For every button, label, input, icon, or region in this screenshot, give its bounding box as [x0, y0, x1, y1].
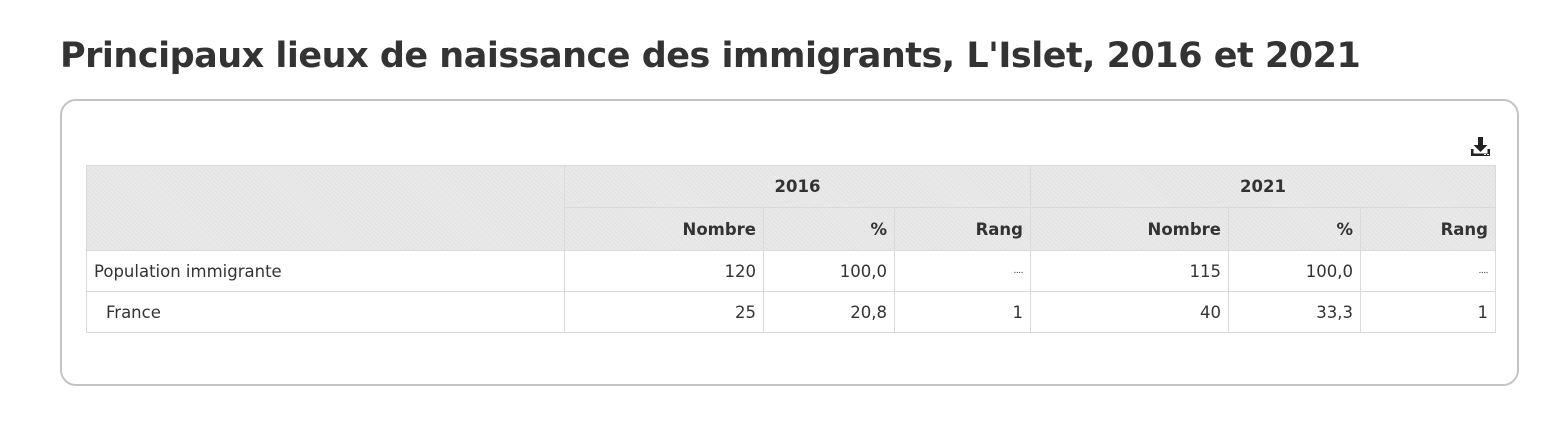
table-cell: ....: [1360, 250, 1496, 292]
column-header-rang-2016: Rang: [894, 207, 1031, 251]
page-title: Principaux lieux de naissance des immigr…: [60, 36, 1361, 76]
table-cell: 25: [564, 291, 764, 333]
table-cell: 1: [894, 291, 1031, 333]
year-header-2021: 2021: [1030, 165, 1496, 208]
column-header-nombre-2021: Nombre: [1030, 207, 1229, 251]
column-header-rang-2021: Rang: [1360, 207, 1496, 251]
year-header-2016: 2016: [564, 165, 1031, 208]
table-row: Population immigrante 120 100,0 .... 115…: [86, 250, 1496, 292]
table-cell: 100,0: [1228, 250, 1361, 292]
table-cell: 40: [1030, 291, 1229, 333]
download-icon: [1471, 137, 1490, 156]
table-cell: 1: [1360, 291, 1496, 333]
table-cell: 100,0: [763, 250, 895, 292]
column-header-pct-2021: %: [1228, 207, 1361, 251]
row-label: Population immigrante: [86, 250, 565, 292]
row-label: France: [86, 291, 565, 333]
download-button[interactable]: [1469, 135, 1493, 159]
table-cell: 120: [564, 250, 764, 292]
table-cell: ....: [894, 250, 1031, 292]
table-cell: 115: [1030, 250, 1229, 292]
table-cell: 33,3: [1228, 291, 1361, 333]
table-card: 2016 2021 Nombre % Rang Nombre % Rang Po…: [60, 99, 1519, 386]
corner-header-cell: [86, 165, 565, 251]
data-table: 2016 2021 Nombre % Rang Nombre % Rang Po…: [86, 165, 1496, 333]
column-header-pct-2016: %: [763, 207, 895, 251]
table-cell: 20,8: [763, 291, 895, 333]
column-header-nombre-2016: Nombre: [564, 207, 764, 251]
table-row: France 25 20,8 1 40 33,3 1: [86, 291, 1496, 333]
